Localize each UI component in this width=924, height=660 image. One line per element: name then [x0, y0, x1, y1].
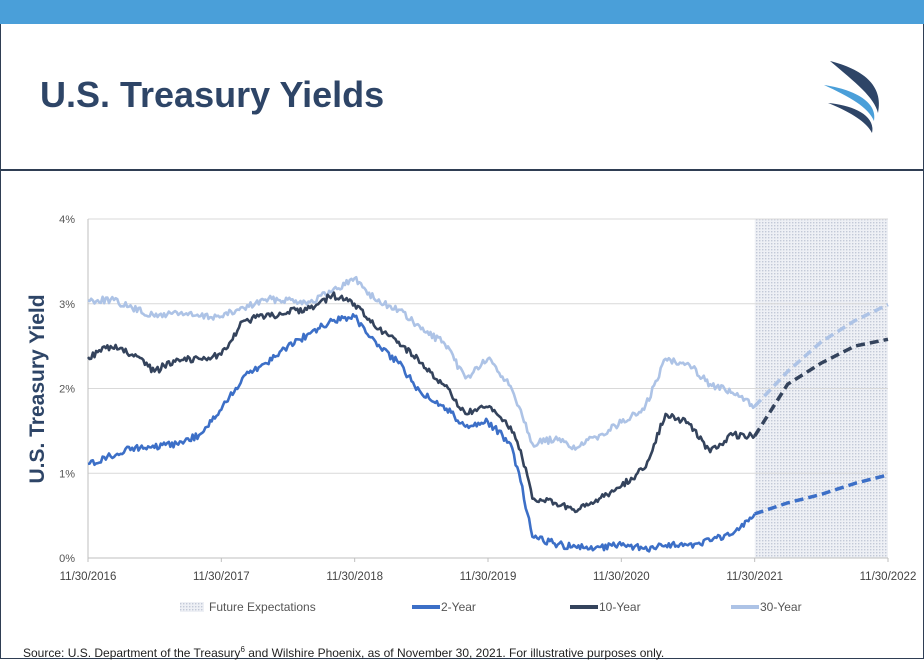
source-text-start: Source: U.S. Department of the Treasury — [23, 646, 241, 660]
legend-label: Future Expectations — [209, 600, 316, 614]
legend-label: 2-Year — [441, 600, 476, 614]
expectation-line-2-year — [754, 473, 889, 516]
y-tick-label: 1% — [59, 468, 75, 480]
y-tick-label: 0% — [59, 553, 75, 565]
treasury-yield-chart: 0% 1% 2% 3% 4% 11/30/2016 11/30/2017 11/30/2018… — [59, 214, 917, 614]
x-tick-label: 11/30/2017 — [193, 571, 250, 583]
source-text-end: and Wilshire Phoenix, as of November 30,… — [244, 646, 665, 660]
wilshire-phoenix-logo — [824, 61, 879, 133]
x-tick-label: 11/30/2019 — [460, 571, 517, 583]
slide-title: U.S. Treasury Yields — [40, 74, 385, 115]
series-line-10-year — [87, 291, 756, 514]
x-tick-label: 11/30/2022 — [860, 571, 917, 583]
y-tick-label: 4% — [59, 214, 75, 226]
source-footnote-ref: 6 — [240, 645, 245, 654]
x-tick-label: 11/30/2020 — [593, 571, 650, 583]
y-tick-label: 2% — [59, 384, 75, 396]
x-tick-label: 11/30/2018 — [326, 571, 383, 583]
x-tick-label: 11/30/2021 — [726, 571, 783, 583]
series-line-30-year — [87, 275, 756, 451]
series-line-2-year — [87, 313, 756, 553]
legend-label: 30-Year — [760, 600, 802, 614]
x-tick-label: 11/30/2016 — [60, 571, 117, 583]
expectation-line-10-year — [753, 337, 889, 437]
expectation-line-30-year — [753, 303, 889, 408]
header-divider — [0, 169, 924, 171]
source-footnote: Source: U.S. Department of the Treasury6… — [23, 645, 664, 660]
y-tick-label: 3% — [59, 299, 75, 311]
legend-label: 10-Year — [599, 600, 641, 614]
legend-swatch-future-expectations — [180, 602, 204, 612]
top-accent-bar — [0, 0, 924, 24]
